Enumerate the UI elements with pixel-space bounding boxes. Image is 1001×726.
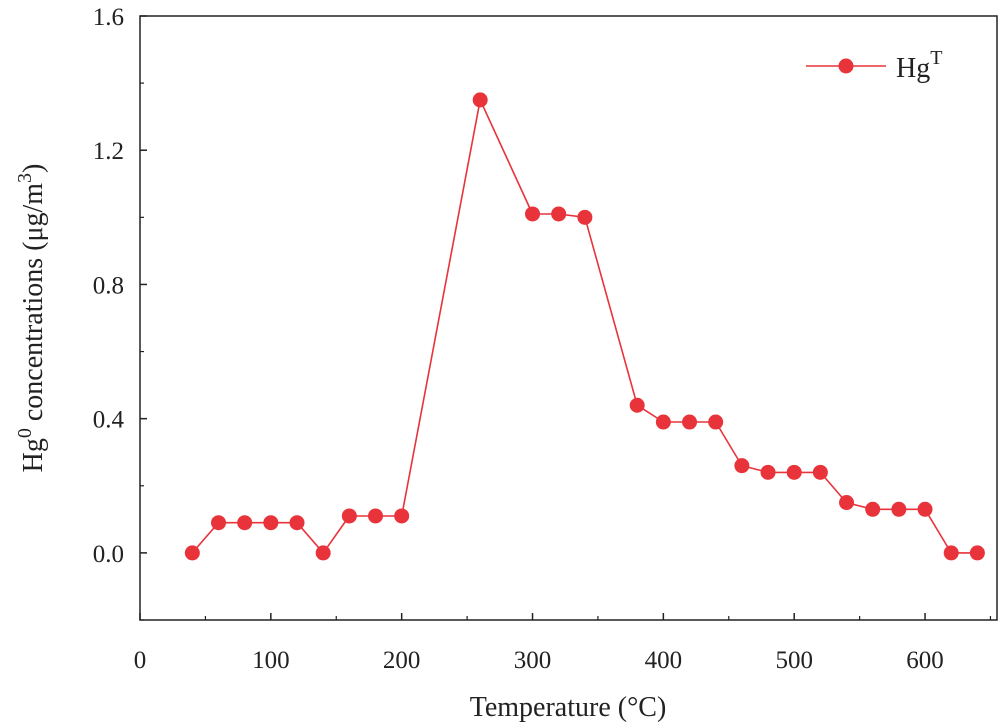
data-point [786,464,802,480]
y-axis-title-sup-2: 3 [14,173,36,183]
x-tick-label: 600 [906,647,944,674]
y-axis-title-middle: concentrations (μg/m [18,183,49,428]
data-point [734,458,750,474]
y-axis-title-sup: 0 [14,428,36,438]
legend-label: HgT [896,47,942,84]
data-point [969,545,985,561]
y-tick-label: 0.4 [93,407,125,434]
x-tick-label: 100 [252,647,290,674]
x-tick-label: 500 [775,647,813,674]
data-point [394,508,410,524]
data-point [184,545,200,561]
series-line [191,99,978,554]
data-point [943,545,959,561]
legend: HgT [806,47,942,84]
data-point [525,206,541,222]
data-point [368,508,384,524]
y-tick-label: 1.2 [93,138,124,165]
data-point [263,515,279,531]
x-tick-label: 0 [134,647,147,674]
data-point [341,508,357,524]
data-point [289,515,305,531]
y-tick-label: 0.0 [93,541,124,568]
data-point [577,209,593,225]
y-axis-title-prefix: Hg [18,438,49,472]
series-layer [184,92,985,561]
data-point [760,464,776,480]
data-point [629,397,645,413]
plot-frame [139,15,998,621]
y-axis-ticks: 0.0 0.4 0.8 1.2 1.6 [93,4,147,621]
data-point [865,501,881,517]
data-point [655,414,671,430]
data-point [891,501,907,517]
y-tick-label: 1.6 [93,4,124,31]
x-axis-ticks: 0 100 200 300 400 500 600 [134,613,992,674]
x-tick-label: 200 [383,647,421,674]
x-tick-label: 400 [645,647,683,674]
data-point [708,414,724,430]
y-tick-label: 0.8 [93,272,124,299]
data-point [237,515,253,531]
legend-label-sup: T [930,47,942,69]
data-point [315,545,331,561]
data-point [682,414,698,430]
y-axis-title: Hg0 concentrations (μg/m3) [14,164,49,473]
data-point [812,464,828,480]
y-axis-title-suffix: ) [18,164,49,173]
legend-label-base: Hg [896,53,930,84]
data-point [211,515,227,531]
data-point [839,495,855,511]
legend-marker [838,58,854,74]
data-point [551,206,567,222]
x-axis-title: Temperature (°C) [470,692,667,723]
data-point [917,501,933,517]
x-tick-label: 300 [514,647,552,674]
data-point [472,92,488,108]
